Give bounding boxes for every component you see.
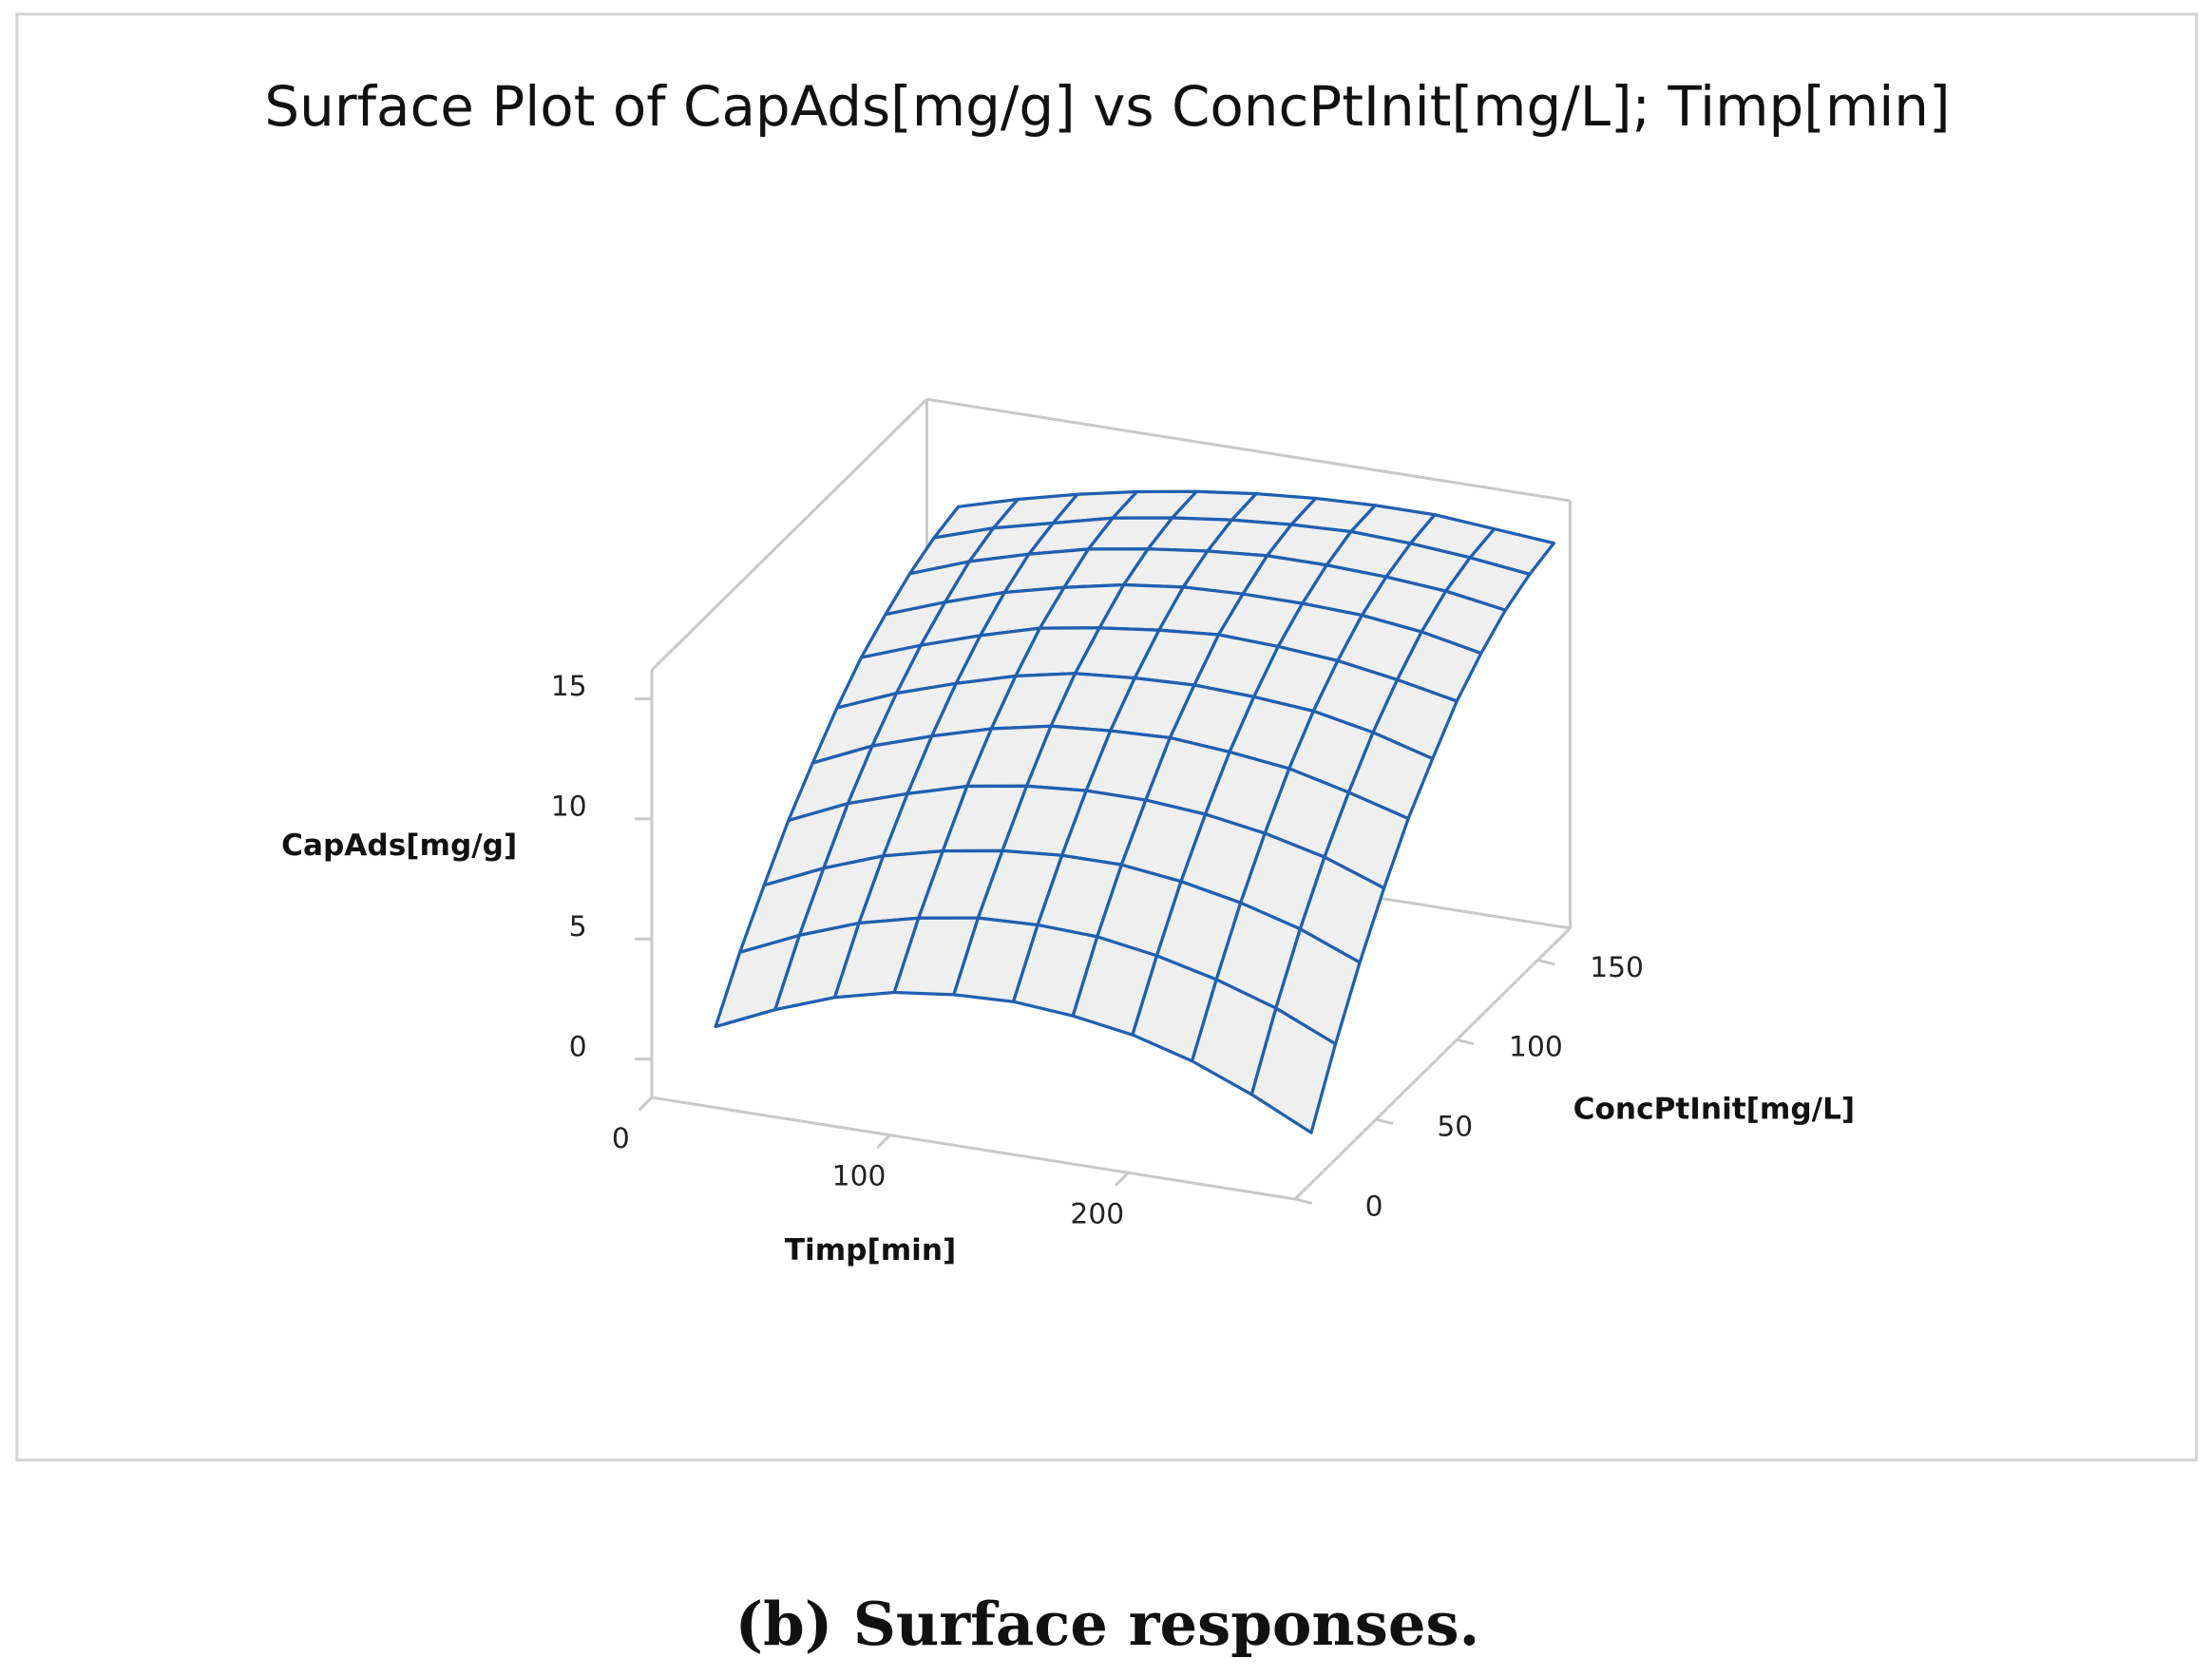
z-axis-label: CapAds[mg/g] (281, 829, 517, 863)
axis-box (1293, 926, 1572, 1201)
y-tick-label: 50 (1437, 1111, 1473, 1144)
chart-title: Surface Plot of CapAds[mg/g] vs ConcPtIn… (264, 74, 1950, 139)
y-axis-label: ConcPtInit[mg/L] (1573, 1092, 1855, 1126)
axis-box (926, 397, 1571, 503)
x-tick-label: 200 (1070, 1197, 1124, 1230)
axis-box (651, 1096, 1296, 1201)
z-tick-label: 5 (569, 910, 587, 943)
x-tick-label: 100 (832, 1160, 887, 1193)
y-tick (1294, 1197, 1313, 1205)
y-tick (1456, 1038, 1475, 1046)
y-tick-label: 0 (1365, 1190, 1383, 1223)
y-tick (1375, 1117, 1394, 1126)
caption: (b) Surface responses. (735, 1589, 1480, 1659)
z-tick-label: 10 (551, 791, 587, 824)
axis-box (650, 398, 928, 672)
surface-cell (1249, 1006, 1338, 1134)
x-tick (1115, 1172, 1130, 1187)
x-tick (876, 1134, 891, 1150)
x-tick (638, 1096, 653, 1112)
x-tick-label: 0 (612, 1122, 630, 1155)
x-axis-label: Timp[min] (785, 1233, 957, 1267)
z-tick-label: 15 (551, 670, 587, 703)
y-tick-label: 100 (1509, 1031, 1563, 1064)
y-tick-label: 150 (1590, 951, 1644, 984)
y-tick (1537, 959, 1555, 966)
z-tick-label: 0 (569, 1030, 587, 1063)
